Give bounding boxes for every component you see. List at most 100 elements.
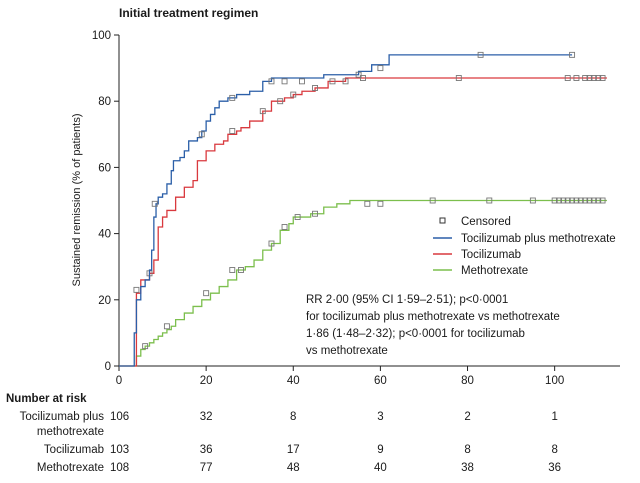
- censored-marker: [133, 286, 140, 293]
- y-tick-label: 0: [105, 361, 111, 373]
- risk-row-label: methotrexate: [37, 426, 104, 438]
- censored-marker: [198, 131, 205, 138]
- number-at-risk-table: Number at risk Tocilizumab plus methotrexa…: [6, 393, 561, 474]
- series-line: [119, 54, 573, 367]
- censored-marker: [329, 78, 336, 85]
- censored-marker: [595, 75, 602, 81]
- censored-marker: [599, 197, 606, 204]
- risk-value: 1: [551, 411, 557, 423]
- x-tick-label: 60: [374, 375, 387, 387]
- risk-value: 8: [464, 444, 470, 456]
- risk-value: 106: [110, 411, 129, 423]
- legend-entry: Tocilizumab plus methotrexate: [461, 233, 616, 245]
- chart-title: Initial treatment regimen: [119, 6, 258, 20]
- censored-marker: [569, 51, 576, 58]
- y-tick-label: 100: [92, 30, 111, 42]
- censored-marker: [281, 78, 288, 85]
- censored-marker: [590, 197, 597, 204]
- censored-marker: [312, 85, 318, 91]
- censored-marker: [355, 71, 362, 78]
- censored-marker: [163, 323, 170, 330]
- censored-marker: [477, 51, 484, 58]
- annotation-line: vs methotrexate: [306, 345, 388, 357]
- censored-marker: [429, 197, 436, 204]
- x-tick-label: 80: [461, 375, 474, 387]
- censored-marker: [564, 75, 571, 81]
- y-axis-label: Sustained remission (% of patients): [71, 113, 83, 286]
- legend: Censored Tocilizumab plus methotrexate Toc…: [433, 216, 616, 277]
- censored-marker: [259, 108, 266, 115]
- risk-value: 36: [548, 462, 561, 474]
- censored-marker: [360, 75, 366, 81]
- risk-row-label: Methotrexate: [37, 462, 104, 474]
- censored-marker: [573, 197, 580, 204]
- risk-table-title: Number at risk: [6, 393, 87, 405]
- censored-marker: [486, 197, 493, 204]
- censored-marker: [582, 75, 589, 81]
- censored-marker: [590, 75, 597, 81]
- censored-marker: [229, 94, 236, 101]
- censored-marker: [238, 267, 244, 273]
- censored-marker: [229, 128, 236, 134]
- censored-marker: [377, 200, 384, 207]
- series-line: [119, 77, 607, 367]
- risk-value: 108: [110, 462, 129, 474]
- risk-value: 77: [200, 462, 213, 474]
- censored-marker: [290, 91, 297, 98]
- x-tick-label: 100: [545, 375, 564, 387]
- censored-marker: [560, 197, 567, 204]
- risk-value: 103: [110, 444, 129, 456]
- risk-value: 17: [287, 444, 300, 456]
- annotation-line: 1·86 (1·48–2·32); p<0·0001 for tocilizum…: [306, 328, 525, 340]
- legend-entry: Methotrexate: [461, 265, 528, 277]
- censored-marker: [142, 343, 149, 350]
- censored-marker: [377, 65, 384, 72]
- y-tick-label: 80: [98, 96, 111, 108]
- annotation-line: RR 2·00 (95% CI 1·59–2·51); p<0·0001: [306, 294, 508, 306]
- censored-marker: [582, 197, 589, 204]
- censored-marker: [151, 200, 158, 207]
- risk-value: 32: [200, 411, 213, 423]
- statistics-annotation: RR 2·00 (95% CI 1·59–2·51); p<0·0001 for …: [306, 294, 560, 357]
- risk-value: 8: [551, 444, 557, 456]
- censored-marker: [299, 78, 305, 85]
- risk-value: 8: [290, 411, 296, 423]
- censored-marker: [281, 224, 288, 230]
- censored-marker: [229, 267, 236, 273]
- risk-value: 38: [461, 462, 474, 474]
- censored-marker: [364, 200, 371, 207]
- censored-marker: [564, 197, 571, 204]
- legend-censored-marker: [439, 217, 446, 224]
- axes: 0 20 40 60 80 100 0 20 40 60 80 100: [92, 30, 620, 387]
- annotation-line: for tocilizumab plus methotrexate vs met…: [306, 311, 560, 323]
- censored-marker: [586, 197, 593, 204]
- censored-marker: [573, 75, 580, 81]
- censored-marker: [268, 240, 275, 247]
- x-tick-label: 40: [287, 375, 300, 387]
- censored-marker: [268, 78, 275, 85]
- censored-marker: [586, 75, 593, 81]
- risk-value: 40: [374, 462, 387, 474]
- censored-marker: [529, 197, 536, 204]
- risk-row-label: Tocilizumab plus: [20, 411, 105, 423]
- censored-marker: [556, 197, 562, 204]
- x-tick-label: 20: [200, 375, 213, 387]
- y-tick-label: 60: [98, 162, 111, 174]
- legend-entry: Tocilizumab: [461, 249, 521, 261]
- censored-marker: [599, 75, 606, 81]
- censored-marker: [569, 197, 576, 204]
- censored-marker: [294, 214, 301, 221]
- legend-censored-label: Censored: [461, 216, 511, 228]
- y-tick-label: 40: [98, 229, 111, 241]
- risk-value: 36: [200, 444, 213, 456]
- censored-marker: [455, 75, 462, 81]
- risk-row-label: Tocilizumab: [44, 444, 104, 456]
- y-tick-label: 20: [98, 295, 111, 307]
- censored-marker: [577, 197, 584, 204]
- series-layer: [119, 51, 607, 367]
- series-line: [119, 199, 607, 367]
- censored-marker: [551, 197, 558, 204]
- censored-marker: [203, 290, 210, 297]
- x-tick-label: 0: [116, 375, 122, 387]
